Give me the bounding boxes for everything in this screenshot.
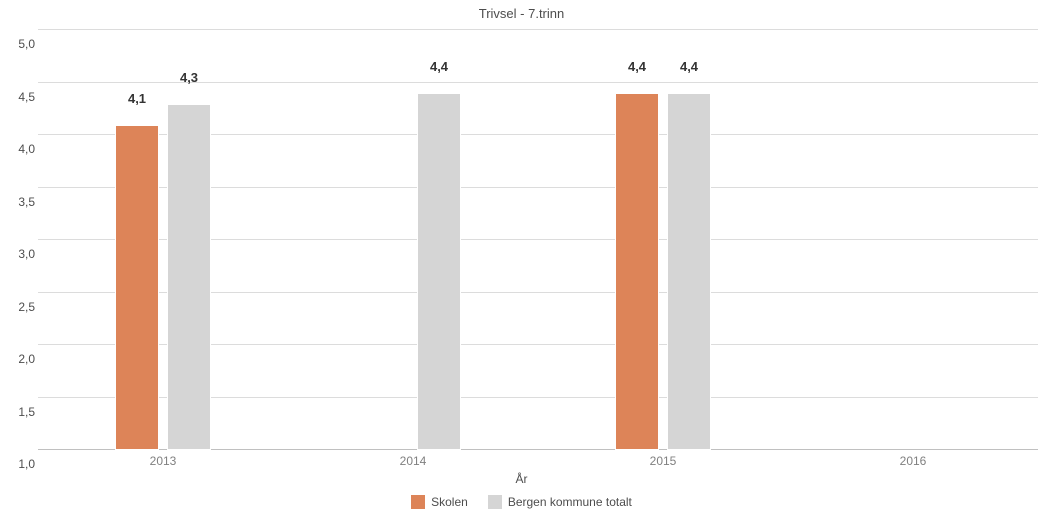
bar-value-label: 4,3 bbox=[180, 70, 198, 87]
y-tick-label: 4,0 bbox=[5, 142, 35, 156]
y-tick-label: 4,5 bbox=[5, 90, 35, 104]
legend-swatch bbox=[411, 495, 425, 509]
y-tick-label: 5,0 bbox=[5, 37, 35, 51]
x-tick-label: 2015 bbox=[650, 454, 677, 468]
plot-area: 4,1 4,3 4,4 4,4 4,4 bbox=[38, 30, 1038, 450]
legend-label: Bergen kommune totalt bbox=[508, 495, 632, 509]
x-axis-title: År bbox=[0, 472, 1043, 486]
y-tick-label: 1,0 bbox=[5, 457, 35, 471]
bar-value-label: 4,1 bbox=[128, 91, 146, 108]
y-tick-label: 3,5 bbox=[5, 195, 35, 209]
legend-item: Bergen kommune totalt bbox=[488, 495, 632, 509]
y-tick-label: 3,0 bbox=[5, 247, 35, 261]
y-tick-label: 1,5 bbox=[5, 405, 35, 419]
bar-value-label: 4,4 bbox=[680, 59, 698, 76]
bar bbox=[167, 104, 211, 451]
y-tick-label: 2,0 bbox=[5, 352, 35, 366]
gridline bbox=[38, 29, 1038, 30]
chart-container: Trivsel - 7.trinn 4,1 4,3 4,4 4,4 4,4 1,0 1,5… bbox=[0, 0, 1043, 520]
legend: Skolen Bergen kommune totalt bbox=[0, 495, 1043, 509]
y-tick-label: 2,5 bbox=[5, 300, 35, 314]
bar bbox=[417, 93, 461, 450]
chart-title: Trivsel - 7.trinn bbox=[0, 6, 1043, 21]
bar bbox=[615, 93, 659, 450]
x-tick-label: 2013 bbox=[150, 454, 177, 468]
bar-value-label: 4,4 bbox=[628, 59, 646, 76]
bar bbox=[115, 125, 159, 451]
legend-label: Skolen bbox=[431, 495, 468, 509]
legend-item: Skolen bbox=[411, 495, 468, 509]
bar bbox=[667, 93, 711, 450]
legend-swatch bbox=[488, 495, 502, 509]
x-tick-label: 2014 bbox=[400, 454, 427, 468]
x-tick-label: 2016 bbox=[900, 454, 927, 468]
bar-value-label: 4,4 bbox=[430, 59, 448, 76]
